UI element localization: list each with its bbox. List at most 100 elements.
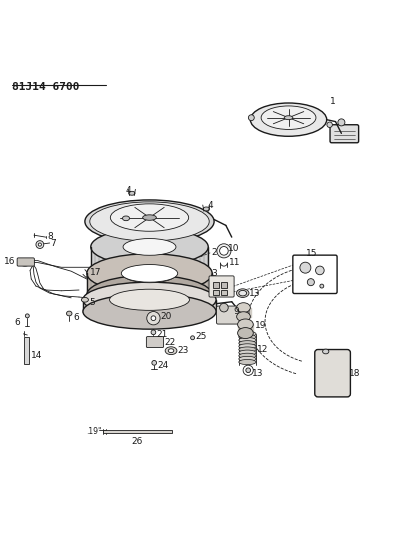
Ellipse shape bbox=[91, 228, 208, 265]
Text: 14: 14 bbox=[31, 351, 42, 360]
FancyBboxPatch shape bbox=[146, 337, 163, 348]
Text: 12: 12 bbox=[257, 345, 268, 354]
Ellipse shape bbox=[217, 244, 231, 258]
Ellipse shape bbox=[284, 116, 293, 119]
Text: 2: 2 bbox=[211, 247, 217, 256]
Ellipse shape bbox=[220, 303, 228, 312]
Text: 17: 17 bbox=[90, 268, 101, 277]
Ellipse shape bbox=[123, 239, 176, 255]
Bar bbox=[221, 290, 228, 295]
Ellipse shape bbox=[237, 312, 250, 321]
Ellipse shape bbox=[239, 353, 256, 358]
Bar bbox=[103, 430, 172, 433]
Text: 20: 20 bbox=[160, 312, 172, 321]
Ellipse shape bbox=[123, 266, 176, 282]
Ellipse shape bbox=[237, 303, 250, 312]
Text: 4: 4 bbox=[126, 185, 132, 195]
Ellipse shape bbox=[320, 284, 324, 288]
Text: 6: 6 bbox=[73, 313, 79, 322]
Text: 26: 26 bbox=[131, 437, 143, 446]
Ellipse shape bbox=[203, 207, 209, 211]
Text: 19: 19 bbox=[255, 321, 267, 330]
Ellipse shape bbox=[237, 289, 249, 297]
Text: 9: 9 bbox=[234, 307, 239, 316]
Ellipse shape bbox=[239, 337, 256, 343]
Ellipse shape bbox=[123, 216, 130, 221]
Ellipse shape bbox=[239, 357, 256, 361]
Ellipse shape bbox=[316, 266, 324, 274]
Ellipse shape bbox=[129, 191, 135, 195]
Ellipse shape bbox=[239, 359, 256, 365]
Ellipse shape bbox=[143, 215, 156, 220]
Ellipse shape bbox=[168, 349, 174, 353]
Ellipse shape bbox=[121, 264, 178, 282]
Ellipse shape bbox=[81, 297, 88, 302]
Text: 24: 24 bbox=[157, 361, 169, 370]
FancyBboxPatch shape bbox=[330, 125, 359, 143]
Ellipse shape bbox=[307, 279, 314, 286]
FancyBboxPatch shape bbox=[315, 350, 351, 397]
Text: 13: 13 bbox=[250, 289, 261, 298]
Ellipse shape bbox=[239, 347, 256, 352]
Text: 10: 10 bbox=[228, 244, 239, 253]
Text: 22: 22 bbox=[164, 338, 175, 347]
Ellipse shape bbox=[90, 202, 209, 241]
Text: 16: 16 bbox=[4, 257, 16, 266]
Text: 81J14 6700: 81J14 6700 bbox=[13, 82, 80, 92]
Ellipse shape bbox=[165, 347, 177, 354]
Ellipse shape bbox=[91, 256, 208, 293]
Ellipse shape bbox=[300, 262, 311, 273]
Ellipse shape bbox=[110, 289, 189, 310]
Text: 13: 13 bbox=[252, 368, 264, 377]
Ellipse shape bbox=[87, 254, 212, 293]
Ellipse shape bbox=[239, 344, 256, 349]
Ellipse shape bbox=[83, 282, 216, 318]
Ellipse shape bbox=[191, 336, 195, 340]
Text: 1: 1 bbox=[330, 97, 335, 106]
Ellipse shape bbox=[36, 241, 44, 248]
Ellipse shape bbox=[220, 247, 228, 255]
Ellipse shape bbox=[239, 334, 256, 340]
Ellipse shape bbox=[238, 328, 253, 338]
Ellipse shape bbox=[26, 314, 29, 318]
Text: 8: 8 bbox=[47, 232, 53, 241]
Ellipse shape bbox=[323, 349, 329, 354]
Text: 11: 11 bbox=[229, 258, 240, 267]
Ellipse shape bbox=[38, 243, 41, 246]
FancyBboxPatch shape bbox=[17, 258, 34, 266]
Text: .19": .19" bbox=[86, 427, 101, 436]
Ellipse shape bbox=[246, 368, 251, 373]
Bar bbox=[24, 337, 29, 364]
Ellipse shape bbox=[87, 276, 212, 314]
FancyBboxPatch shape bbox=[217, 306, 249, 324]
Ellipse shape bbox=[239, 341, 256, 346]
Ellipse shape bbox=[248, 115, 254, 120]
Text: 15: 15 bbox=[306, 249, 318, 258]
Ellipse shape bbox=[239, 290, 247, 296]
Text: 21: 21 bbox=[156, 330, 168, 339]
Ellipse shape bbox=[250, 103, 327, 136]
Ellipse shape bbox=[151, 330, 156, 335]
Ellipse shape bbox=[261, 106, 316, 130]
Ellipse shape bbox=[238, 319, 253, 330]
Ellipse shape bbox=[338, 119, 345, 126]
Bar bbox=[213, 282, 219, 288]
Bar bbox=[213, 290, 219, 295]
Ellipse shape bbox=[110, 204, 189, 231]
Text: 25: 25 bbox=[196, 333, 207, 342]
Text: 6: 6 bbox=[15, 318, 20, 327]
Text: 4: 4 bbox=[207, 201, 213, 211]
Ellipse shape bbox=[327, 122, 332, 127]
Ellipse shape bbox=[85, 200, 214, 243]
Text: 7: 7 bbox=[50, 239, 56, 248]
Text: 18: 18 bbox=[349, 369, 361, 378]
Ellipse shape bbox=[83, 294, 216, 329]
Ellipse shape bbox=[152, 360, 156, 365]
Ellipse shape bbox=[20, 259, 30, 266]
Text: 5: 5 bbox=[89, 298, 95, 307]
Ellipse shape bbox=[66, 311, 72, 316]
Ellipse shape bbox=[147, 311, 160, 325]
Text: 3: 3 bbox=[211, 269, 217, 278]
Ellipse shape bbox=[151, 316, 156, 320]
Text: 23: 23 bbox=[178, 346, 189, 355]
